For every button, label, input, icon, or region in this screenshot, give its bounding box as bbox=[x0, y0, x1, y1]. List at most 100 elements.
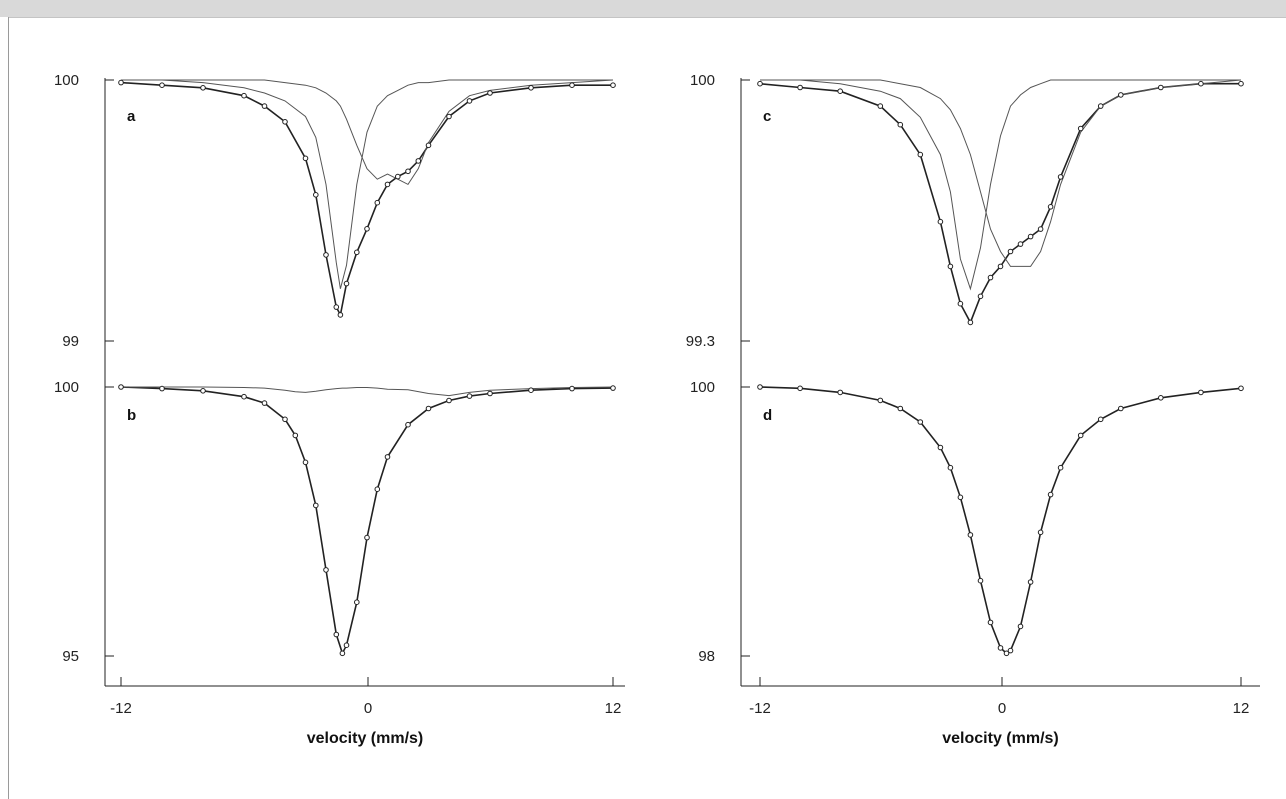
data-point bbox=[1027, 233, 1034, 240]
y-tick-label: 100 bbox=[690, 379, 715, 396]
data-point bbox=[487, 90, 493, 96]
data-point bbox=[957, 494, 964, 501]
data-point bbox=[897, 121, 904, 128]
data-point bbox=[343, 280, 350, 287]
data-point bbox=[200, 388, 206, 394]
x-tick-label: 0 bbox=[364, 700, 372, 717]
data-point bbox=[528, 85, 534, 91]
data-point bbox=[354, 599, 360, 606]
data-point bbox=[987, 619, 994, 626]
data-point bbox=[837, 389, 844, 396]
data-point bbox=[1198, 80, 1204, 87]
data-point bbox=[159, 82, 165, 88]
data-point bbox=[323, 252, 329, 258]
data-point bbox=[569, 82, 575, 88]
data-point bbox=[339, 650, 346, 657]
data-point bbox=[405, 421, 411, 428]
data-point bbox=[364, 226, 370, 232]
y-tick-label: 100 bbox=[54, 379, 79, 396]
data-point bbox=[1057, 174, 1064, 180]
fit-line bbox=[120, 386, 614, 656]
fit-line bbox=[120, 81, 613, 318]
component-line bbox=[760, 79, 1241, 291]
data-point bbox=[877, 397, 884, 404]
data-point bbox=[1118, 92, 1124, 98]
x-tick-label: 0 bbox=[998, 700, 1006, 717]
data-point bbox=[967, 532, 974, 538]
x-tick-label: -12 bbox=[110, 700, 132, 717]
data-point bbox=[395, 173, 401, 180]
panel-c: 100 99.3 c bbox=[686, 72, 1244, 350]
data-point bbox=[987, 274, 994, 281]
data-point bbox=[241, 393, 247, 400]
data-point bbox=[837, 88, 844, 94]
data-point bbox=[261, 400, 268, 406]
data-point bbox=[200, 85, 206, 91]
data-point bbox=[997, 645, 1004, 651]
x-axis-0: -12 0 12 velocity (mm/s) bbox=[110, 677, 621, 747]
data-point bbox=[292, 432, 299, 439]
x-tick-label: -12 bbox=[749, 700, 771, 717]
data-point bbox=[1198, 389, 1204, 396]
fit-line bbox=[759, 82, 1241, 325]
data-point bbox=[967, 319, 974, 326]
data-point bbox=[384, 454, 391, 460]
data-point bbox=[118, 79, 124, 86]
data-point bbox=[1003, 650, 1010, 657]
data-point bbox=[610, 82, 616, 88]
data-point bbox=[313, 502, 319, 509]
data-point bbox=[1037, 529, 1044, 536]
data-point bbox=[917, 419, 924, 425]
data-point bbox=[302, 459, 309, 466]
data-point bbox=[1047, 491, 1054, 498]
y-tick-label: 99.3 bbox=[686, 333, 715, 350]
data-point bbox=[425, 405, 432, 412]
data-point bbox=[354, 249, 360, 256]
panel-label-c: c bbox=[763, 108, 771, 125]
data-point bbox=[897, 405, 904, 412]
panel-label-b: b bbox=[127, 407, 136, 424]
data-point bbox=[1118, 405, 1124, 412]
data-point bbox=[446, 397, 452, 404]
data-point bbox=[425, 142, 432, 149]
data-point bbox=[466, 98, 473, 104]
data-point bbox=[997, 263, 1004, 270]
component-line bbox=[760, 79, 1242, 267]
data-point bbox=[333, 304, 340, 310]
data-point bbox=[333, 631, 340, 638]
data-point bbox=[487, 390, 493, 397]
data-point bbox=[797, 385, 803, 392]
component-line bbox=[121, 79, 614, 186]
data-point bbox=[937, 218, 944, 225]
data-point bbox=[261, 103, 268, 109]
data-point bbox=[757, 384, 763, 390]
data-point bbox=[323, 567, 329, 573]
data-point bbox=[446, 113, 452, 120]
data-point bbox=[302, 155, 309, 162]
data-point bbox=[977, 577, 984, 584]
data-point bbox=[610, 385, 616, 391]
data-point bbox=[374, 486, 381, 493]
panel-a: 100 99 a bbox=[54, 72, 616, 350]
data-point bbox=[415, 158, 422, 164]
data-point bbox=[569, 385, 575, 392]
y-tick-label: 98 bbox=[698, 648, 715, 665]
data-point bbox=[241, 92, 247, 99]
data-point bbox=[1097, 103, 1104, 109]
data-point bbox=[343, 642, 350, 649]
data-point bbox=[937, 444, 944, 451]
x-axis-title: velocity (mm/s) bbox=[942, 730, 1058, 747]
y-tick-label: 99 bbox=[62, 333, 79, 350]
data-point bbox=[947, 464, 954, 471]
panel-b: 100 95 b bbox=[54, 379, 616, 665]
x-tick-label: 12 bbox=[1233, 700, 1250, 717]
component-line bbox=[121, 386, 614, 397]
data-point bbox=[313, 192, 319, 198]
component-line bbox=[121, 79, 613, 289]
data-point bbox=[384, 181, 391, 188]
data-point bbox=[1158, 84, 1164, 91]
data-point bbox=[1238, 385, 1244, 392]
panel-label-d: d bbox=[763, 407, 772, 424]
data-point bbox=[337, 312, 344, 318]
